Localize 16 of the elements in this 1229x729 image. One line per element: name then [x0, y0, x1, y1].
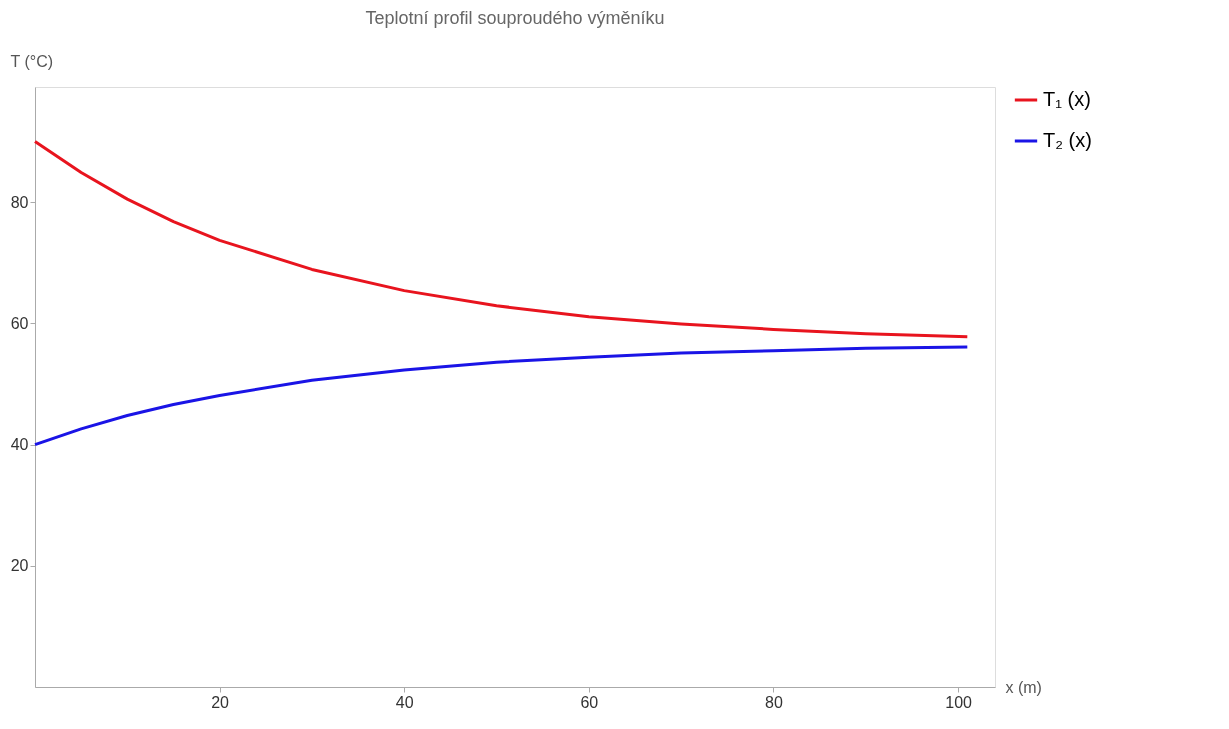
y-tick-label: 20 — [10, 557, 29, 575]
y-tick-label: 60 — [10, 314, 29, 332]
legend-label: T₂ (x) — [1043, 129, 1092, 151]
legend-label: T₁ (x) — [1043, 88, 1091, 110]
chart-title: Teplotní profil souproudého výměníku — [365, 8, 665, 28]
y-tick-label: 40 — [10, 436, 29, 454]
line-series — [33, 345, 969, 447]
x-tick-label: 60 — [580, 693, 599, 711]
x-tick-label: 80 — [765, 693, 783, 711]
y-axis-title: T (°C) — [10, 52, 54, 70]
x-axis-title: x (m) — [1005, 678, 1042, 696]
y-tick-label: 80 — [10, 193, 29, 211]
x-tick-label: 20 — [211, 693, 230, 711]
x-tick-label: 100 — [945, 693, 973, 711]
x-tick-label: 40 — [395, 693, 414, 711]
line-series — [33, 140, 969, 339]
